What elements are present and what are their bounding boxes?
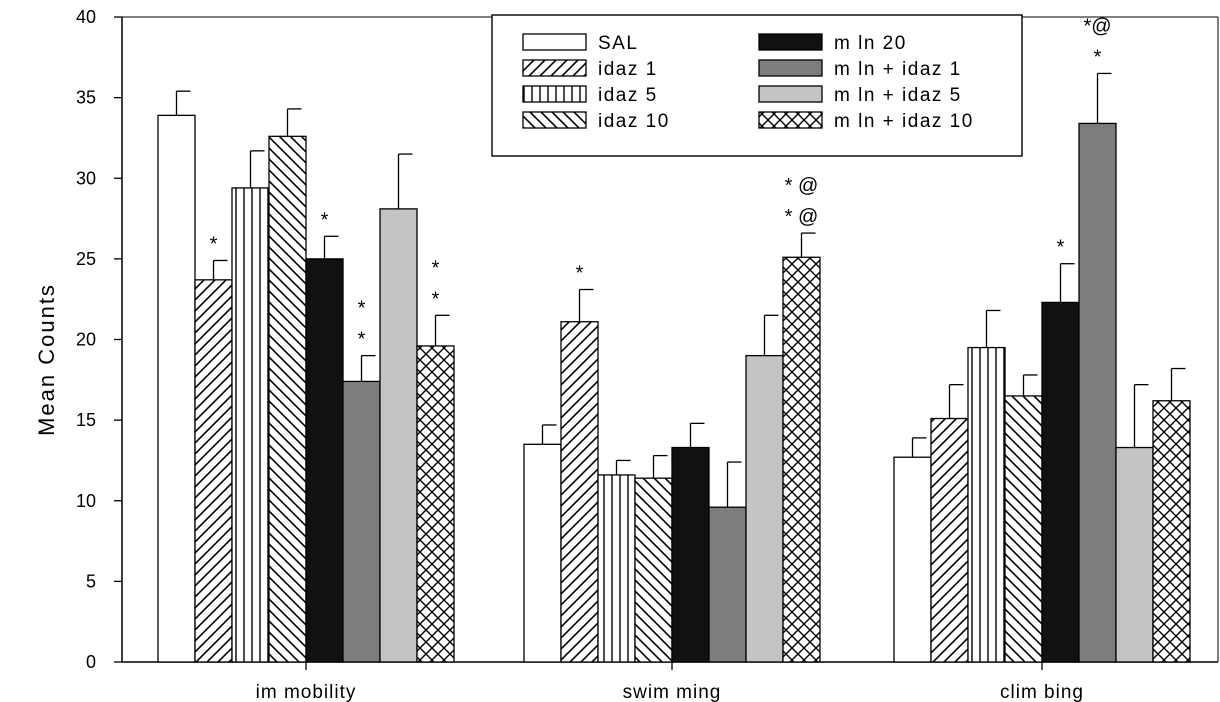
y-tick-label: 0 — [86, 652, 96, 672]
y-tick-label: 30 — [76, 168, 96, 188]
bar — [708, 506, 747, 663]
significance-marker: * — [576, 263, 584, 285]
bars: * * * * * * * * @ * @ * *@ * — [157, 15, 1191, 663]
bar — [194, 279, 233, 663]
legend-swatch — [522, 59, 587, 77]
bar — [782, 256, 821, 663]
bar — [1078, 122, 1117, 663]
significance-marker: * — [210, 233, 218, 255]
bar — [416, 345, 455, 663]
significance-marker: * — [432, 257, 440, 279]
bar — [967, 346, 1006, 663]
y-tick-label: 40 — [76, 7, 96, 27]
legend-swatch — [522, 111, 587, 129]
significance-marker: * — [358, 298, 366, 320]
legend-label: idaz 10 — [598, 111, 670, 132]
y-tick-label: 5 — [86, 571, 96, 591]
bar — [1115, 446, 1154, 663]
bar — [893, 456, 932, 663]
bar — [1041, 301, 1080, 663]
axes: 0 5 10 15 20 25 30 35 40 Mean Counts im mobility sw… — [34, 7, 1219, 702]
bar — [745, 354, 784, 663]
bar — [305, 258, 344, 663]
x-category-label: clim bing — [1000, 682, 1084, 702]
significance-marker: * — [1057, 237, 1065, 259]
significance-marker: * — [358, 329, 366, 351]
significance-marker: * @ — [785, 206, 819, 228]
bar — [379, 208, 418, 663]
y-tick-label: 15 — [76, 410, 96, 430]
y-tick-label: 10 — [76, 491, 96, 511]
legend-swatch — [522, 33, 587, 51]
legend-label: SAL — [598, 33, 638, 54]
y-tick-label: 20 — [76, 330, 96, 350]
bar — [231, 187, 270, 663]
legend: SAL idaz 1 idaz 5 idaz 10 m ln 20 m ln + idaz… — [491, 14, 1023, 157]
bar — [930, 417, 969, 663]
legend-label: m ln + idaz 1 — [834, 59, 962, 80]
legend-label: m ln + idaz 10 — [834, 111, 974, 132]
bar — [342, 380, 381, 663]
legend-label: idaz 1 — [598, 59, 658, 80]
bar — [597, 474, 636, 663]
significance-marker: * — [432, 288, 440, 310]
bar — [523, 443, 562, 663]
bar — [634, 477, 673, 663]
x-category-label: swim ming — [623, 682, 722, 702]
bar — [268, 135, 307, 663]
legend-swatch — [758, 33, 823, 51]
legend-swatch — [758, 85, 823, 103]
y-tick-label: 25 — [76, 249, 96, 269]
bar — [1004, 395, 1043, 663]
bar — [560, 321, 599, 663]
legend-label: m ln + idaz 5 — [834, 85, 962, 106]
legend-swatch — [758, 111, 823, 129]
significance-marker: * — [1094, 46, 1102, 68]
significance-marker: * @ — [785, 175, 819, 197]
legend-swatch — [522, 85, 587, 103]
bar — [1152, 400, 1191, 663]
significance-marker: * — [321, 209, 329, 231]
significance-marker: *@ — [1083, 15, 1111, 37]
bar — [671, 446, 710, 663]
legend-swatch — [758, 59, 823, 77]
y-axis-title: Mean Counts — [34, 283, 59, 436]
x-category-label: im mobility — [256, 682, 357, 702]
legend-label: idaz 5 — [598, 85, 658, 106]
y-tick-label: 35 — [76, 88, 96, 108]
bar — [157, 114, 196, 663]
legend-label: m ln 20 — [834, 33, 907, 54]
